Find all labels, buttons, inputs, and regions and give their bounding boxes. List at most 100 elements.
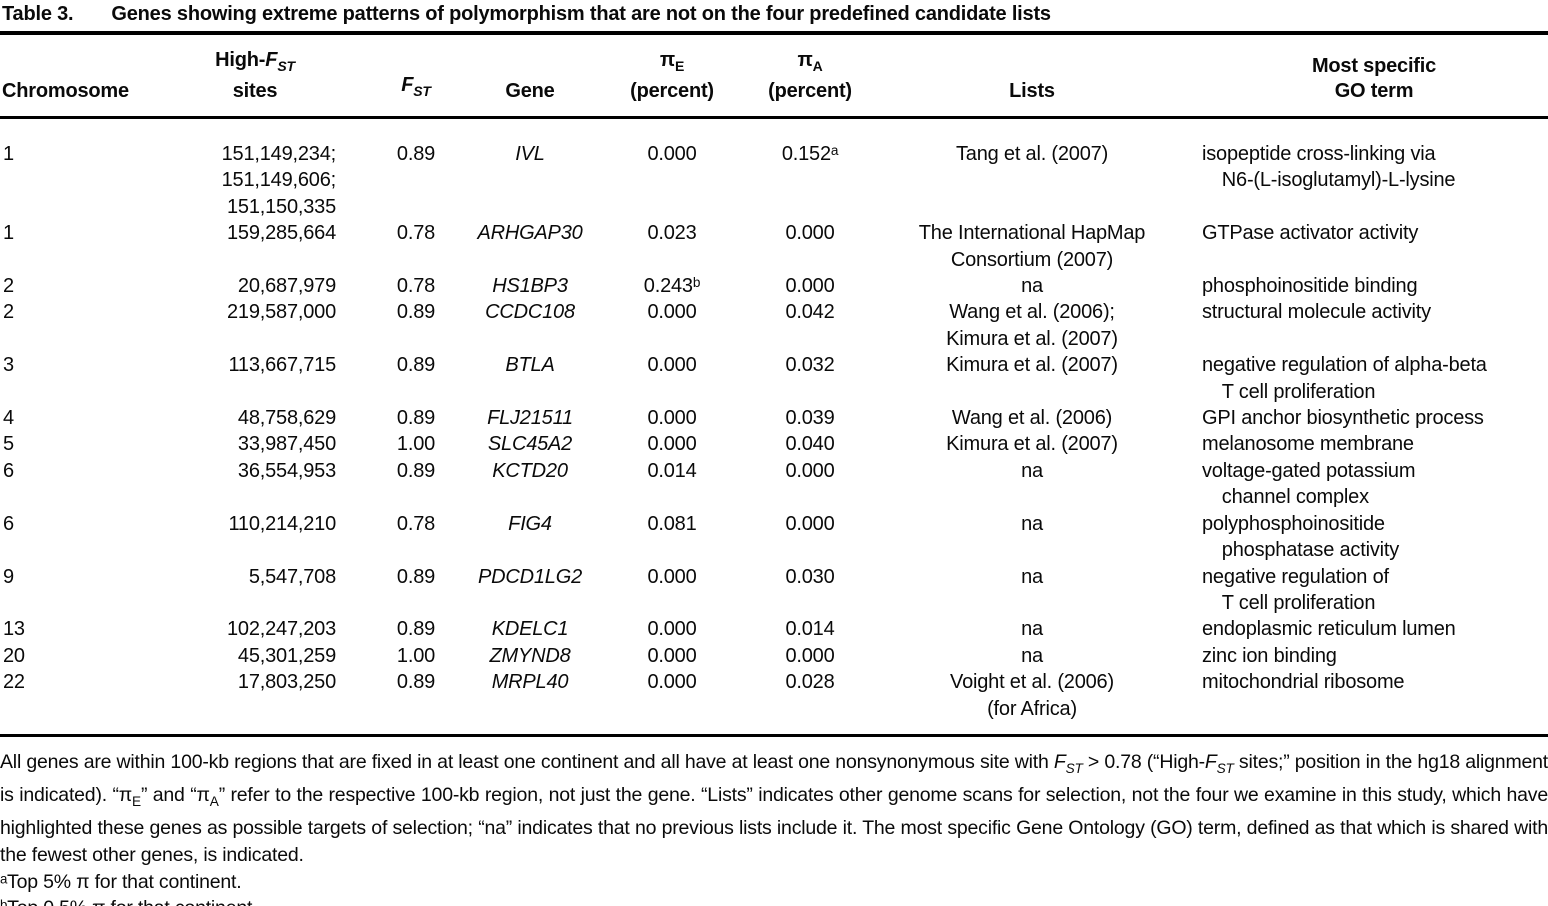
cell-pi-a: 0.042 [785,301,835,324]
cell-gene: FIG4 [508,512,552,535]
cell-lists: na [1021,618,1043,641]
table-caption: Table 3. Genes showing extreme patterns o… [0,0,1548,31]
cell-gene: PDCD1LG2 [478,565,582,588]
cell-lists: na [1021,644,1043,667]
cell-gene: BTLA [505,354,555,377]
footnote-segment: All genes are within 100-kb regions that… [0,750,1054,773]
cell-pi-a: 0.000 [785,222,835,245]
cell-pi-a: 0.000 [785,644,835,667]
cell-pi-a: 0.030 [785,565,835,588]
cell-lists: Kimura et al. (2007) [946,354,1118,377]
cell-high-fst-sites: 151,149,234; 151,149,606; 151,150,335 [221,143,337,218]
cell-pi-e: 0.000 [647,143,697,165]
cell-gene: SLC45A2 [487,433,573,456]
table-row: 6 36,554,953 0.89 KCTD20 0.014 0.000 na … [0,458,1548,511]
cell-pi-a: 0.028 [785,671,835,694]
header-row: Chromosome High-FST sites FST Gene πE (p… [0,35,1548,119]
cell-high-fst-sites: 20,687,979 [237,275,336,298]
cell-high-fst-sites: 113,667,715 [228,354,336,377]
cell-fst: 0.89 [396,407,436,430]
header-pi-a: πA (percent) [756,35,864,119]
cell-pi-a: 0.000 [785,459,835,482]
cell-chromosome: 3 [3,354,14,377]
table-row: 13 102,247,203 0.89 KDELC1 0.000 0.014 n… [0,616,1548,642]
header-gene: Gene [472,35,588,119]
cell-high-fst-sites: 36,554,953 [237,459,336,482]
header-chromosome: Chromosome [0,35,150,119]
pi-subscript: E [132,793,141,809]
cell-pi-e: 0.000 [647,407,697,430]
table-row: 9 5,547,708 0.89 PDCD1LG2 0.000 0.030 na… [0,564,1548,617]
pi-symbol: π [196,783,210,806]
cell-go-term: phosphoinositide binding [1202,275,1418,298]
cell-pi-a: 0.032 [785,354,835,377]
fst-symbol: F [1053,750,1066,773]
table-row: 3 113,667,715 0.89 BTLA 0.000 0.032 Kimu… [0,352,1548,405]
cell-fst: 0.78 [396,222,436,245]
fst-symbol: F [1204,750,1217,773]
table-title: Genes showing extreme patterns of polymo… [111,3,1051,25]
cell-go-term: zinc ion binding [1202,644,1337,667]
cell-go-term: voltage-gated potassium channel complex [1202,459,1416,509]
cell-gene: KDELC1 [491,618,569,641]
cell-lists: na [1021,275,1043,298]
header-go-term: Most specific GO term [1200,35,1548,119]
cell-pi-a: 0.014 [785,618,835,641]
cell-fst: 0.89 [396,459,436,482]
cell-fst: 0.89 [396,143,436,165]
cell-go-term: negative regulation of T cell proliferat… [1202,565,1389,614]
cell-fst: 0.89 [396,301,436,324]
pi-subscript: A [209,793,219,809]
header-pi-e: πE (percent) [588,35,756,119]
cell-gene: KCTD20 [492,459,568,482]
cell-lists: na [1021,459,1043,482]
table-header: Chromosome High-FST sites FST Gene πE (p… [0,35,1548,119]
footnote-segment: ” refer to the respective 100-kb region,… [0,783,1548,866]
cell-gene: HS1BP3 [492,275,568,298]
header-lists: Lists [864,35,1200,119]
cell-high-fst-sites: 45,301,259 [237,644,336,667]
header-fst: FST [360,35,472,119]
cell-fst: 0.78 [396,512,436,535]
cell-fst: 0.89 [396,354,436,377]
cell-lists: Kimura et al. (2007) [946,433,1118,456]
cell-chromosome: 20 [3,644,25,667]
cell-pi-e: 0.000 [647,618,697,641]
cell-chromosome: 2 [3,301,14,324]
cell-fst: 0.78 [396,275,436,298]
cell-gene: ZMYND8 [489,644,571,667]
cell-lists: Voight et al. (2006) (for Africa) [950,671,1114,720]
cell-chromosome: 1 [3,143,14,165]
cell-pi-a: 0.000 [785,275,835,298]
cell-pi-a: 0.040 [785,433,835,456]
cell-high-fst-sites: 110,214,210 [228,512,336,535]
cell-pi-a: 0.152ᵃ [781,143,839,165]
cell-go-term: mitochondrial ribosome [1202,671,1405,694]
cell-go-term: GPI anchor biosynthetic process [1202,407,1484,430]
table-body: 1 151,149,234; 151,149,606; 151,150,335 … [0,118,1548,736]
cell-chromosome: 6 [3,459,14,482]
cell-pi-e: 0.000 [647,354,697,377]
cell-gene: ARHGAP30 [477,222,583,245]
cell-pi-a: 0.000 [785,512,835,535]
cell-gene: CCDC108 [485,301,575,324]
cell-pi-e: 0.000 [647,644,697,667]
cell-pi-e: 0.000 [647,671,697,694]
cell-gene: IVL [515,143,545,165]
cell-pi-e: 0.081 [647,512,697,535]
table-row: 1 151,149,234; 151,149,606; 151,150,335 … [0,118,1548,221]
cell-high-fst-sites: 33,987,450 [237,433,336,456]
cell-pi-a: 0.039 [785,407,835,430]
top-rule [0,31,1548,35]
cell-chromosome: 13 [3,618,25,641]
cell-gene: FLJ21511 [487,407,573,430]
cell-pi-e: 0.014 [647,459,697,482]
cell-lists: The International HapMap Consortium (200… [918,222,1146,271]
cell-chromosome: 9 [3,565,14,588]
cell-fst: 0.89 [396,565,436,588]
cell-chromosome: 2 [3,275,14,298]
genes-table: Chromosome High-FST sites FST Gene πE (p… [0,35,1548,737]
cell-go-term: structural molecule activity [1202,301,1431,324]
footnote-b: ᵇTop 0.5% π for that continent. [0,895,1548,906]
